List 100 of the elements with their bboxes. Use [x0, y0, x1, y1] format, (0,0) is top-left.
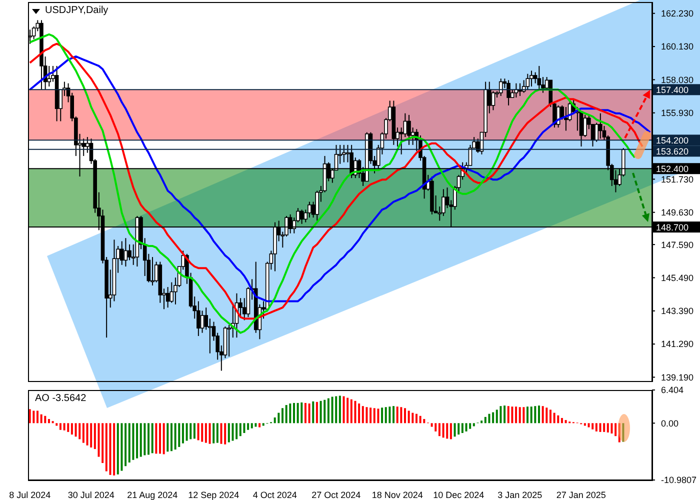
- bar: [44, 416, 46, 424]
- bar: [564, 420, 567, 424]
- bar: [438, 423, 440, 436]
- bar: [599, 423, 602, 432]
- candlestick: [564, 106, 568, 132]
- bar: [446, 423, 448, 439]
- bar: [327, 398, 330, 424]
- bar: [588, 423, 590, 428]
- bar: [469, 423, 472, 429]
- bar: [236, 423, 238, 440]
- x-tick-label: 10 Dec 2024: [433, 490, 484, 500]
- bar: [56, 423, 58, 426]
- bar: [335, 396, 338, 424]
- chart-title: AO -3.5642: [34, 393, 88, 404]
- bar: [178, 423, 180, 447]
- candlestick: [47, 65, 52, 87]
- candlestick: [315, 190, 320, 222]
- bar: [465, 423, 468, 432]
- candlestick: [342, 144, 346, 163]
- bar: [358, 403, 360, 424]
- bar: [247, 423, 250, 430]
- candlestick: [124, 238, 128, 268]
- bar: [32, 410, 35, 424]
- ref-line-label: 157.400: [656, 85, 689, 96]
- y-tick-label: 149.630: [661, 208, 694, 218]
- bar: [204, 423, 207, 443]
- candlestick: [308, 201, 312, 218]
- bar: [228, 423, 230, 442]
- bar: [220, 423, 222, 444]
- bar: [496, 410, 498, 424]
- bar: [377, 408, 380, 424]
- x-tick-label: 8 Jul 2024: [9, 490, 51, 500]
- candlestick: [491, 90, 496, 111]
- bar: [193, 423, 196, 439]
- bar: [362, 406, 364, 424]
- bar: [370, 408, 372, 424]
- bar: [400, 407, 402, 424]
- bar: [74, 423, 77, 437]
- bar: [354, 400, 356, 424]
- bar: [232, 423, 234, 441]
- bar: [320, 400, 322, 424]
- bar: [70, 423, 73, 435]
- candlestick: [28, 29, 32, 44]
- bar: [94, 423, 96, 450]
- candlestick: [583, 114, 587, 138]
- bar: [212, 423, 215, 444]
- bar: [86, 423, 88, 446]
- bar: [492, 412, 494, 424]
- y-tick-label: 145.490: [661, 272, 694, 283]
- candlestick: [506, 80, 510, 106]
- bar: [243, 423, 246, 433]
- bar: [388, 406, 391, 424]
- bar: [197, 423, 200, 440]
- candlestick: [498, 78, 503, 96]
- y-tick-label: 147.590: [661, 240, 694, 250]
- bar: [120, 423, 123, 471]
- x-tick-label: 27 Oct 2024: [312, 490, 361, 500]
- x-tick-label: 21 Aug 2024: [127, 490, 178, 500]
- bar: [546, 408, 548, 424]
- bar: [155, 423, 158, 454]
- y-tick-label: 155.930: [661, 108, 694, 118]
- bar: [201, 423, 204, 442]
- bar: [128, 423, 130, 462]
- x-tick-label: 27 Jan 2025: [556, 490, 606, 500]
- bar: [373, 408, 376, 424]
- bar: [304, 402, 306, 424]
- bar: [113, 423, 116, 476]
- bar: [484, 416, 486, 424]
- candlestick: [442, 188, 446, 216]
- bar: [534, 406, 536, 424]
- bar: [40, 414, 42, 424]
- bar: [434, 423, 437, 432]
- bar: [308, 403, 310, 424]
- bar: [396, 406, 398, 424]
- bar: [404, 408, 406, 424]
- bar: [182, 423, 184, 444]
- bar: [542, 406, 544, 424]
- bar: [454, 423, 456, 437]
- candlestick: [128, 244, 132, 261]
- candlestick: [526, 73, 530, 90]
- bar: [224, 423, 226, 444]
- bar: [159, 423, 161, 454]
- ref-line-label: 153.620: [656, 146, 689, 157]
- bar: [592, 423, 594, 430]
- bar: [346, 398, 349, 424]
- candlestick: [150, 256, 154, 286]
- bar: [78, 423, 81, 440]
- candlestick: [166, 286, 170, 308]
- bar: [190, 423, 192, 440]
- x-tick-label: 30 Jul 2024: [68, 490, 114, 500]
- bar: [285, 405, 288, 424]
- bar: [28, 409, 31, 424]
- bar: [488, 414, 490, 424]
- bar: [366, 407, 368, 424]
- bar: [618, 423, 620, 442]
- bar: [296, 402, 299, 424]
- bar: [174, 423, 176, 450]
- bar: [292, 402, 295, 424]
- bar: [423, 419, 426, 424]
- bar: [166, 423, 169, 452]
